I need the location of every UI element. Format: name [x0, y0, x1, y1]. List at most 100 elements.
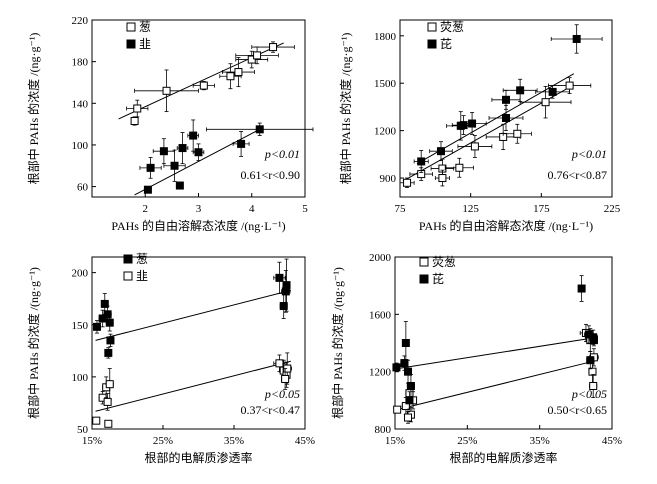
filled-square-marker [275, 273, 284, 282]
filled-square-marker [159, 147, 168, 156]
y-axis-title: 根部中 PAHs 的浓度 /(ng·g⁻¹) [26, 267, 41, 419]
y-tick-label: 220 [72, 15, 89, 27]
open-square-marker [404, 413, 413, 422]
data-point [192, 143, 205, 161]
data-point [206, 122, 314, 136]
x-tick-label: 15% [385, 435, 405, 447]
data-point [152, 138, 175, 165]
data-point [457, 112, 487, 135]
data-point [192, 81, 215, 91]
open-square-marker [247, 55, 256, 64]
open-square-marker [403, 178, 412, 187]
data-point [550, 24, 603, 54]
filled-square-marker [170, 161, 179, 170]
open-square-marker [541, 98, 550, 107]
p-value-label: p<0.05 [571, 387, 607, 401]
data-point [175, 181, 184, 190]
filled-square-marker [468, 119, 477, 128]
open-square-marker [199, 81, 208, 90]
legend-marker [427, 22, 437, 32]
open-square-marker [589, 382, 598, 390]
x-tick-label: 45% [602, 435, 622, 447]
open-square-marker [393, 405, 402, 414]
filled-square-marker [279, 301, 288, 310]
data-point [187, 119, 199, 152]
filled-square-marker [459, 121, 468, 130]
data-point [406, 374, 415, 398]
regression-line-series-2 [396, 336, 598, 370]
y-tick-label: 140 [72, 98, 89, 110]
y-tick-label: 1600 [369, 309, 392, 321]
data-point [139, 157, 162, 179]
data-point [444, 157, 474, 178]
x-tick-label: 3 [196, 203, 202, 215]
data-point [404, 411, 413, 424]
open-square-marker [92, 416, 101, 425]
r-range-label: 0.76<r<0.87 [547, 168, 607, 182]
data-point [392, 362, 401, 373]
filled-square-marker [189, 131, 198, 140]
y-tick-label: 1800 [374, 31, 397, 43]
filled-square-marker [105, 318, 114, 327]
x-axis-title: PAHs 的自由溶解态浓度 /(ng·L⁻¹) [111, 218, 285, 233]
y-tick-label: 150 [72, 320, 89, 332]
legend-label: 韭 [139, 37, 151, 51]
data-point [222, 57, 255, 88]
filled-square-marker [194, 148, 203, 157]
data-point [92, 416, 101, 425]
filled-square-marker [392, 363, 401, 372]
panel-c-scatter-onion-chive-vs-electrolyte-leakage: 15% 25% 35% 45% 50 100 150 200 根部的电解质渗透率 根部中 PAHs… [26, 252, 315, 465]
open-square-marker [105, 380, 114, 389]
data-point [130, 116, 139, 126]
open-square-marker [281, 374, 290, 383]
filled-square-marker [577, 284, 586, 293]
data-point [502, 78, 538, 102]
filled-square-marker [175, 181, 184, 190]
y-tick-label: 180 [72, 57, 89, 69]
plot-frame [91, 256, 306, 430]
open-square-marker [162, 86, 171, 95]
y-tick-label: 200 [72, 268, 89, 280]
data-point [219, 63, 242, 90]
filled-square-marker [104, 348, 113, 357]
data-point [235, 50, 269, 69]
filled-square-marker [106, 336, 115, 345]
y-tick-label: 100 [72, 372, 89, 384]
data-point [535, 85, 570, 99]
data-point [589, 374, 598, 398]
legend-label: 荧葱 [440, 20, 464, 34]
filled-square-marker [406, 382, 415, 390]
data-point [405, 391, 414, 410]
filled-square-marker [586, 356, 595, 365]
open-square-marker [234, 68, 243, 77]
y-tick-label: 2000 [369, 252, 392, 264]
filled-square-marker [146, 163, 155, 172]
data-point [519, 85, 572, 119]
filled-square-marker [548, 87, 557, 96]
data-point [103, 393, 112, 411]
data-point [399, 177, 415, 188]
data-point [282, 258, 291, 312]
data-point [457, 134, 493, 158]
plot-frame [394, 256, 613, 430]
data-point [279, 293, 288, 319]
panel-d-scatter-fluoranthene-pyrene-vs-electrolyte-leakage: 15% 25% 35% 45% 800 1200 1600 2000 根部的电解质渗透率 根部中 … [330, 252, 622, 465]
data-point [104, 419, 113, 428]
open-square-marker [588, 367, 597, 376]
x-tick-label: 5 [302, 203, 308, 215]
filled-square-marker [143, 185, 152, 194]
panel-b-scatter-fluoranthene-pyrene-vs-freely-dissolved: 75 125 175 225 900 1200 1500 1800 PAHs 的自由溶解态浓度 … [338, 19, 621, 233]
x-tick-label: 25% [457, 435, 477, 447]
y-tick-label: 800 [375, 424, 392, 436]
r-range-label: 0.61<r<0.90 [240, 168, 300, 182]
p-value-label: p<0.01 [264, 147, 300, 161]
p-value-label: p<0.05 [264, 387, 300, 401]
y-axis-title: 根部中 PAHs 的浓度 /(ng·g⁻¹) [26, 33, 41, 185]
filled-square-marker [282, 281, 291, 290]
y-tick-label: 1500 [374, 78, 397, 90]
x-tick-label: 2 [143, 203, 149, 215]
x-tick-label: 125 [462, 203, 479, 215]
data-point [502, 123, 532, 144]
filled-square-marker [401, 339, 410, 347]
